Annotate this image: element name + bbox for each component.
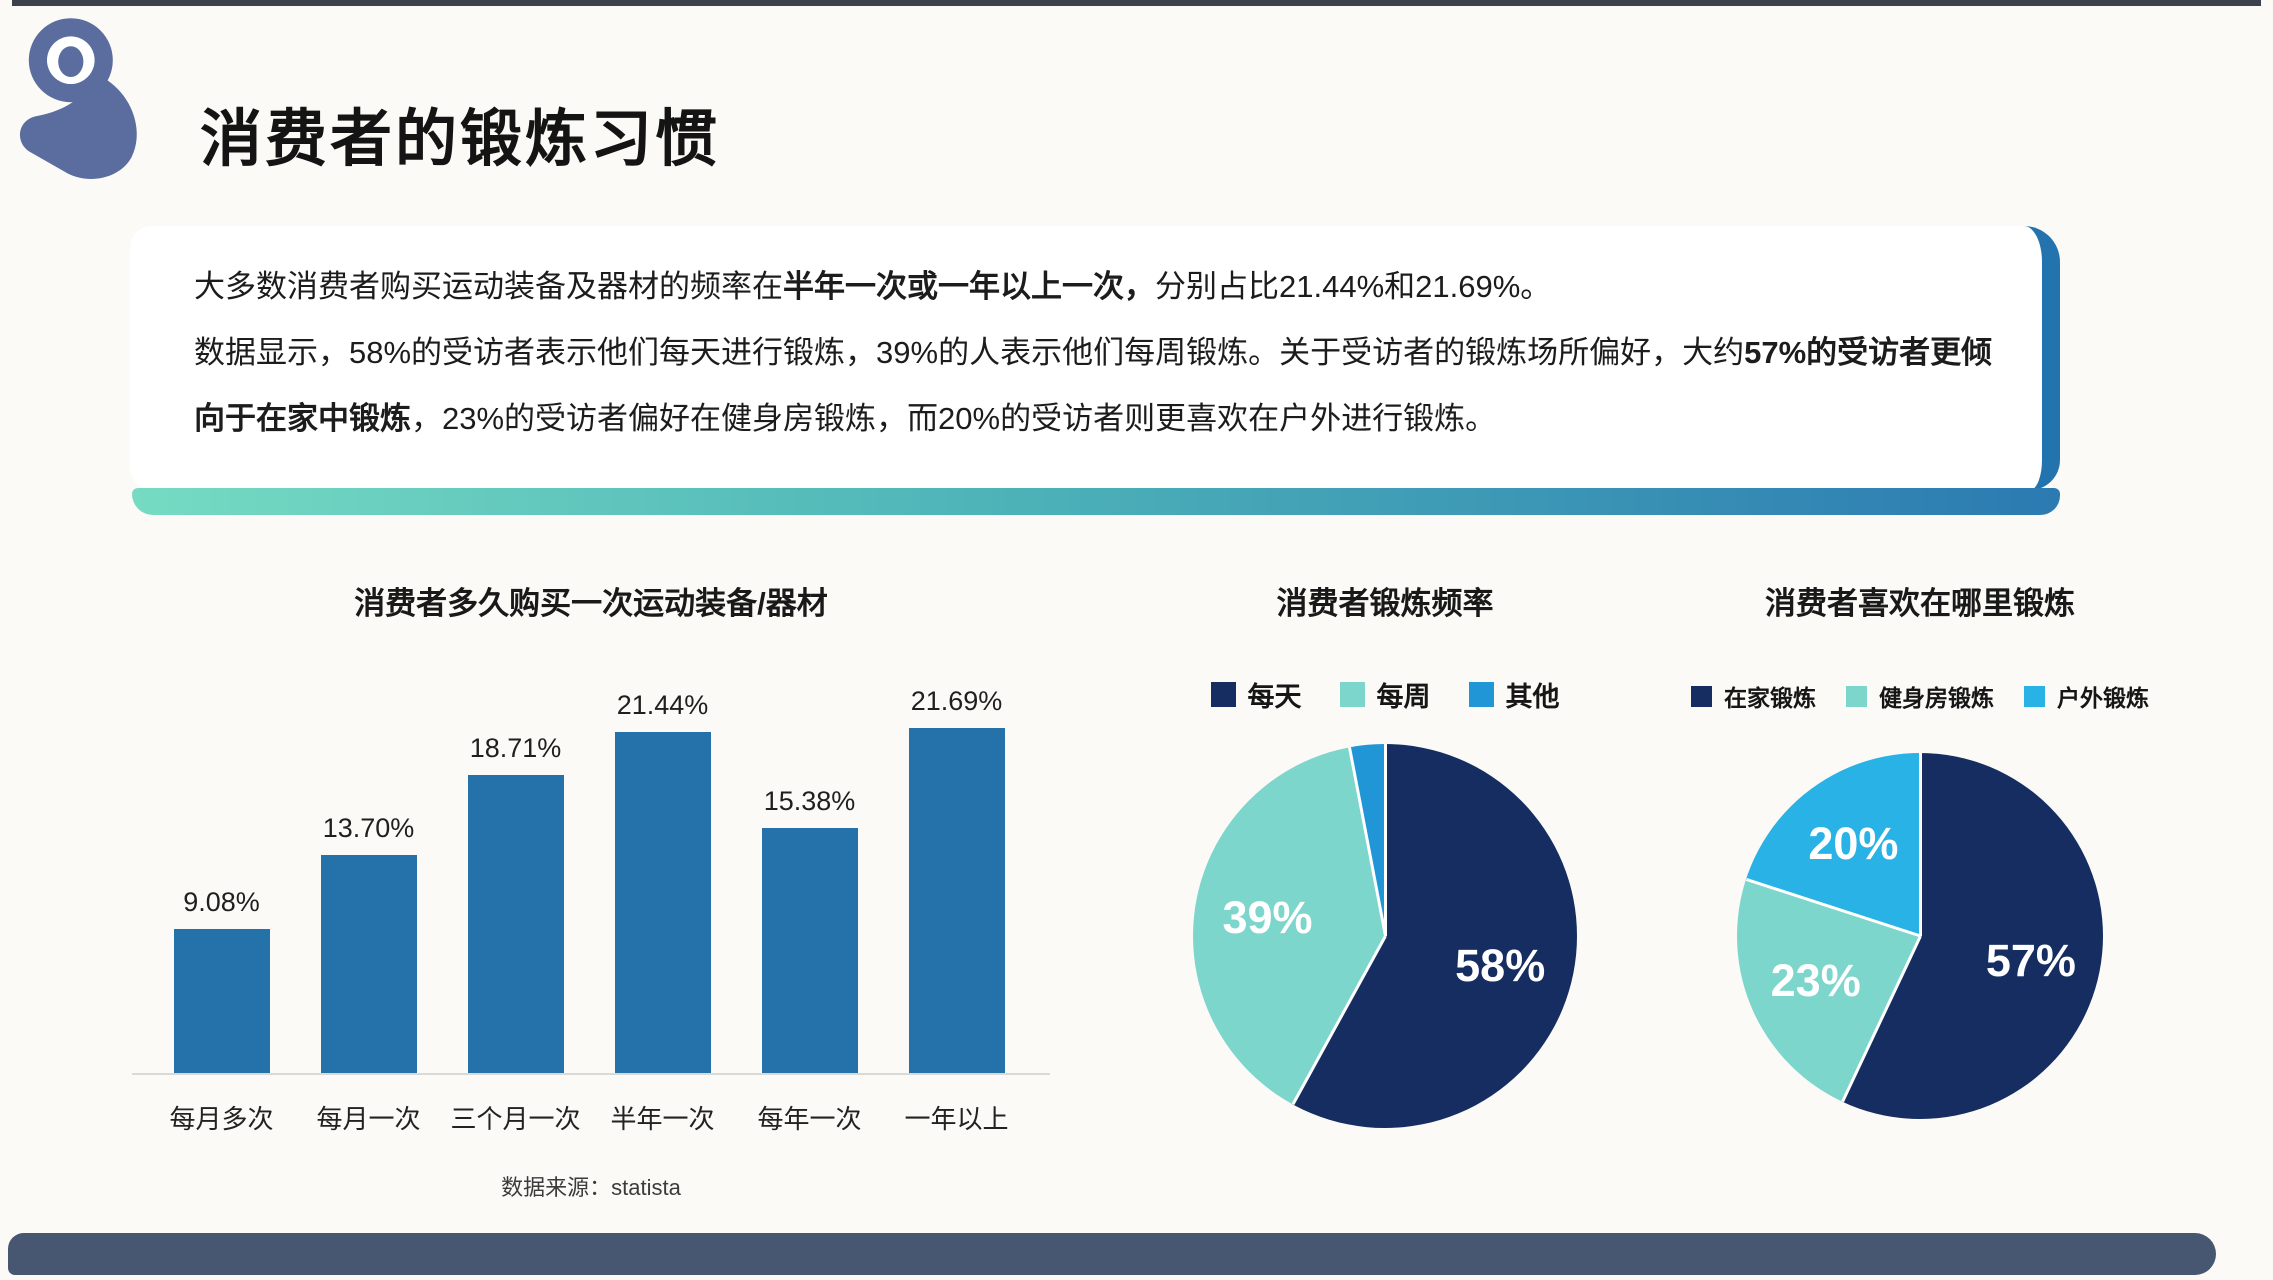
pie-plot: 58% 39%	[1193, 744, 1577, 1128]
pie-slice-label: 57%	[1985, 934, 2076, 986]
summary-text: 大多数消费者购买运动装备及器材的频率在半年一次或一年以上一次，分别占比21.44…	[130, 226, 2042, 452]
pie-slice-label: 20%	[1808, 818, 1899, 870]
bar-chart-categories: 每月多次 每月一次 三个月一次 半年一次 每年一次 一年以上	[148, 1075, 1034, 1136]
legend-item: 每周	[1339, 675, 1431, 714]
summary-bold-text: 半年一次或一年以上一次，	[783, 269, 1155, 304]
summary-bold-text: 57%的受访者更倾向于在家中锻炼	[194, 335, 1993, 436]
legend-item: 户外锻炼	[2024, 679, 2149, 713]
legend-swatch	[1846, 685, 1867, 707]
legend-label: 其他	[1505, 682, 1560, 712]
bar	[614, 731, 711, 1073]
top-border-strip	[12, 0, 2261, 6]
x-axis-label: 一年以上	[904, 1104, 1009, 1134]
bar-column: 18.71%	[442, 733, 589, 1073]
legend-label: 健身房锻炼	[1879, 685, 1994, 711]
bar-column: 9.08%	[148, 886, 295, 1073]
data-source-note: 数据来源：statista	[501, 1175, 681, 1200]
x-axis-label: 半年一次	[610, 1104, 715, 1134]
bar-value-label: 9.08%	[183, 886, 260, 917]
bar-value-label: 21.69%	[910, 685, 1003, 716]
bar	[173, 928, 270, 1073]
x-axis-label: 三个月一次	[450, 1104, 581, 1134]
summary-text-run: 分别占比21.44%和21.69%。	[1155, 269, 1552, 304]
legend-swatch	[1691, 685, 1712, 707]
summary-card: 大多数消费者购买运动装备及器材的频率在半年一次或一年以上一次，分别占比21.44…	[130, 226, 2060, 515]
pie-chart-title: 消费者喜欢在哪里锻炼	[1765, 586, 2075, 621]
legend-label: 在家锻炼	[1724, 685, 1816, 711]
slice-divider	[1383, 744, 1387, 936]
legend-item: 健身房锻炼	[1846, 679, 1994, 713]
legend-swatch	[1468, 682, 1494, 707]
bar-chart-purchase-frequency: 消费者多久购买一次运动装备/器材 9.08% 13.70% 18.71% 21.44%…	[132, 578, 1050, 1202]
footer-bar	[8, 1233, 2216, 1275]
pie-chart-title: 消费者锻炼频率	[1276, 586, 1494, 621]
bar	[467, 775, 564, 1073]
legend-label: 每周	[1376, 682, 1431, 712]
pie-legend: 在家锻炼 健身房锻炼 户外锻炼	[1652, 679, 2188, 713]
bar	[908, 727, 1005, 1073]
page-title: 消费者的锻炼习惯	[200, 104, 721, 174]
legend-item: 每天	[1210, 675, 1302, 714]
bar-chart-plot: 9.08% 13.70% 18.71% 21.44% 15.38% 21.69%	[148, 623, 1034, 1073]
bar-column: 21.69%	[883, 686, 1030, 1073]
bar	[320, 855, 417, 1073]
x-axis-label: 每年一次	[757, 1104, 862, 1134]
bar-chart-title: 消费者多久购买一次运动装备/器材	[354, 586, 828, 621]
summary-text-run: 数据显示，58%的受访者表示他们每天进行锻炼，39%的人表示他们每周锻炼。关于受…	[194, 335, 1745, 370]
legend-swatch	[1210, 682, 1236, 707]
x-axis-label: 每月多次	[169, 1104, 274, 1134]
pie-slice-label: 58%	[1455, 939, 1546, 991]
bar-value-label: 18.71%	[469, 733, 562, 764]
legend-item: 在家锻炼	[1691, 679, 1816, 713]
legend-item: 其他	[1468, 675, 1560, 714]
dumbbell-arm-icon	[19, 18, 137, 179]
legend-swatch	[2024, 685, 2045, 707]
legend-label: 户外锻炼	[2057, 685, 2149, 711]
pie-chart-exercise-location: 消费者喜欢在哪里锻炼 在家锻炼 健身房锻炼 户外锻炼 57% 23% 20%	[1652, 578, 2188, 1119]
bar-value-label: 13.70%	[322, 813, 415, 843]
bar	[761, 828, 858, 1073]
legend-swatch	[1339, 682, 1365, 707]
summary-text-run: 大多数消费者购买运动装备及器材的频率在	[194, 269, 783, 304]
pie-slice-label: 39%	[1222, 891, 1313, 943]
legend-label: 每天	[1247, 682, 1302, 712]
pie-plot: 57% 23% 20%	[1737, 753, 2103, 1119]
pie-slice-label: 23%	[1770, 955, 1861, 1007]
x-axis-line	[132, 1073, 1050, 1075]
x-axis-label: 每月一次	[316, 1104, 421, 1134]
summary-paragraph: 大多数消费者购买运动装备及器材的频率在半年一次或一年以上一次，分别占比21.44…	[194, 254, 1996, 320]
bar-column: 21.44%	[589, 690, 736, 1073]
slice-divider	[1918, 753, 1922, 936]
summary-text-run: ，23%的受访者偏好在健身房锻炼，而20%的受访者则更喜欢在户外进行锻炼。	[411, 401, 1497, 436]
pie-legend: 每天 每周 其他	[1150, 675, 1620, 714]
summary-paragraph: 数据显示，58%的受访者表示他们每天进行锻炼，39%的人表示他们每周锻炼。关于受…	[194, 320, 1996, 452]
bar-column: 15.38%	[736, 786, 883, 1073]
bar-column: 13.70%	[295, 813, 442, 1073]
bar-value-label: 21.44%	[616, 689, 709, 720]
bar-value-label: 15.38%	[763, 786, 856, 817]
pie-chart-exercise-frequency: 消费者锻炼频率 每天 每周 其他 58% 39%	[1150, 578, 1620, 1128]
